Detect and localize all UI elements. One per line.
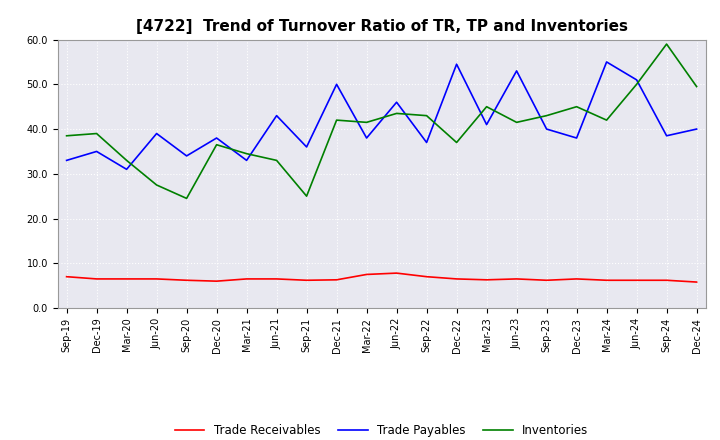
Trade Payables	[122, 167, 131, 172]
Trade Payables	[482, 122, 491, 127]
Inventories	[182, 196, 191, 201]
Trade Receivables	[662, 278, 671, 283]
Trade Payables	[602, 59, 611, 65]
Trade Receivables	[212, 279, 221, 284]
Line: Trade Payables: Trade Payables	[66, 62, 697, 169]
Trade Payables	[662, 133, 671, 139]
Trade Receivables	[452, 276, 461, 282]
Inventories	[662, 41, 671, 47]
Trade Payables	[632, 77, 641, 82]
Trade Receivables	[422, 274, 431, 279]
Trade Receivables	[362, 272, 371, 277]
Inventories	[693, 84, 701, 89]
Trade Receivables	[92, 276, 101, 282]
Trade Payables	[182, 153, 191, 158]
Line: Inventories: Inventories	[66, 44, 697, 198]
Trade Receivables	[513, 276, 521, 282]
Trade Payables	[212, 136, 221, 141]
Inventories	[212, 142, 221, 147]
Trade Receivables	[182, 278, 191, 283]
Trade Receivables	[153, 276, 161, 282]
Trade Receivables	[693, 279, 701, 285]
Trade Payables	[542, 126, 551, 132]
Trade Receivables	[272, 276, 281, 282]
Trade Payables	[572, 136, 581, 141]
Trade Payables	[693, 126, 701, 132]
Line: Trade Receivables: Trade Receivables	[66, 273, 697, 282]
Inventories	[153, 182, 161, 187]
Trade Receivables	[542, 278, 551, 283]
Trade Payables	[392, 99, 401, 105]
Inventories	[362, 120, 371, 125]
Trade Payables	[272, 113, 281, 118]
Trade Receivables	[392, 271, 401, 276]
Inventories	[62, 133, 71, 139]
Inventories	[242, 151, 251, 156]
Trade Receivables	[602, 278, 611, 283]
Inventories	[632, 82, 641, 87]
Title: [4722]  Trend of Turnover Ratio of TR, TP and Inventories: [4722] Trend of Turnover Ratio of TR, TP…	[135, 19, 628, 34]
Inventories	[602, 117, 611, 123]
Trade Payables	[242, 158, 251, 163]
Trade Receivables	[122, 276, 131, 282]
Trade Receivables	[242, 276, 251, 282]
Trade Receivables	[632, 278, 641, 283]
Trade Receivables	[482, 277, 491, 282]
Trade Receivables	[62, 274, 71, 279]
Trade Payables	[452, 62, 461, 67]
Inventories	[392, 111, 401, 116]
Inventories	[272, 158, 281, 163]
Inventories	[542, 113, 551, 118]
Inventories	[572, 104, 581, 109]
Inventories	[122, 158, 131, 163]
Inventories	[452, 140, 461, 145]
Inventories	[513, 120, 521, 125]
Trade Payables	[62, 158, 71, 163]
Trade Payables	[362, 136, 371, 141]
Inventories	[302, 194, 311, 199]
Trade Payables	[302, 144, 311, 150]
Trade Receivables	[572, 276, 581, 282]
Trade Payables	[513, 68, 521, 73]
Trade Payables	[92, 149, 101, 154]
Trade Payables	[422, 140, 431, 145]
Trade Receivables	[333, 277, 341, 282]
Inventories	[333, 117, 341, 123]
Inventories	[422, 113, 431, 118]
Trade Payables	[333, 82, 341, 87]
Inventories	[92, 131, 101, 136]
Trade Payables	[153, 131, 161, 136]
Legend: Trade Receivables, Trade Payables, Inventories: Trade Receivables, Trade Payables, Inven…	[170, 419, 593, 440]
Trade Receivables	[302, 278, 311, 283]
Inventories	[482, 104, 491, 109]
